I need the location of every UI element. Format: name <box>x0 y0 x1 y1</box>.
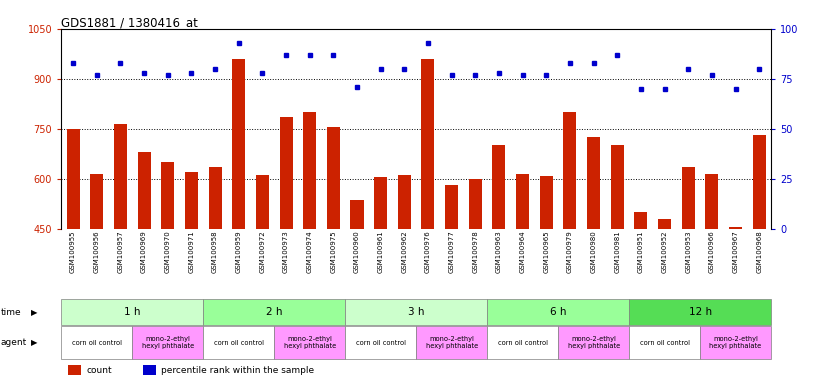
Bar <box>185 172 197 229</box>
Bar <box>588 137 600 229</box>
Bar <box>351 200 363 229</box>
Bar <box>700 326 771 359</box>
Bar <box>446 185 458 229</box>
Text: GSM100980: GSM100980 <box>591 230 596 273</box>
Text: GSM100955: GSM100955 <box>70 230 76 273</box>
Text: GSM100976: GSM100976 <box>425 230 431 273</box>
Text: mono-2-ethyl
hexyl phthalate: mono-2-ethyl hexyl phthalate <box>141 336 194 349</box>
Bar <box>143 365 156 375</box>
Bar <box>487 300 629 325</box>
Text: GSM100979: GSM100979 <box>567 230 573 273</box>
Text: agent: agent <box>1 338 27 347</box>
Text: corn oil control: corn oil control <box>72 340 122 346</box>
Bar <box>682 167 694 229</box>
Bar <box>327 127 339 229</box>
Bar <box>659 219 671 229</box>
Bar <box>69 365 81 375</box>
Bar <box>61 326 132 359</box>
Bar <box>203 326 274 359</box>
Text: GSM100957: GSM100957 <box>118 230 123 273</box>
Text: GSM100978: GSM100978 <box>472 230 478 273</box>
Bar <box>398 175 410 229</box>
Bar <box>209 167 221 229</box>
Text: GSM100971: GSM100971 <box>188 230 194 273</box>
Text: GSM100964: GSM100964 <box>520 230 526 273</box>
Bar <box>706 174 718 229</box>
Bar <box>233 59 245 229</box>
Text: count: count <box>86 366 112 375</box>
Bar <box>558 326 629 359</box>
Text: mono-2-ethyl
hexyl phthalate: mono-2-ethyl hexyl phthalate <box>425 336 478 349</box>
Text: mono-2-ethyl
hexyl phthalate: mono-2-ethyl hexyl phthalate <box>283 336 336 349</box>
Text: GSM100959: GSM100959 <box>236 230 242 273</box>
Bar <box>114 124 126 229</box>
Bar <box>629 300 771 325</box>
Text: GSM100958: GSM100958 <box>212 230 218 273</box>
Text: GSM100967: GSM100967 <box>733 230 738 273</box>
Text: GSM100973: GSM100973 <box>283 230 289 273</box>
Text: corn oil control: corn oil control <box>356 340 406 346</box>
Text: mono-2-ethyl
hexyl phthalate: mono-2-ethyl hexyl phthalate <box>567 336 620 349</box>
Bar <box>345 326 416 359</box>
Text: corn oil control: corn oil control <box>640 340 690 346</box>
Bar <box>274 326 345 359</box>
Text: percentile rank within the sample: percentile rank within the sample <box>161 366 313 375</box>
Bar <box>416 326 487 359</box>
Bar <box>469 179 481 229</box>
Bar <box>753 136 765 229</box>
Bar <box>422 59 434 229</box>
Bar <box>540 176 552 229</box>
Text: GSM100961: GSM100961 <box>378 230 384 273</box>
Text: GSM100975: GSM100975 <box>330 230 336 273</box>
Bar <box>629 326 700 359</box>
Bar <box>91 174 103 229</box>
Bar <box>256 175 268 229</box>
Bar <box>564 112 576 229</box>
Bar <box>132 326 203 359</box>
Bar <box>203 300 345 325</box>
Bar <box>730 227 742 229</box>
Text: ▶: ▶ <box>31 308 38 317</box>
Bar <box>345 300 487 325</box>
Bar <box>61 300 203 325</box>
Text: GSM100969: GSM100969 <box>141 230 147 273</box>
Text: GSM100970: GSM100970 <box>165 230 171 273</box>
Text: GSM100960: GSM100960 <box>354 230 360 273</box>
Text: 3 h: 3 h <box>408 307 424 317</box>
Bar <box>162 162 174 229</box>
Bar <box>517 174 529 229</box>
Bar <box>635 212 647 229</box>
Text: GSM100951: GSM100951 <box>638 230 644 273</box>
Text: GDS1881 / 1380416_at: GDS1881 / 1380416_at <box>61 16 198 29</box>
Text: GSM100981: GSM100981 <box>614 230 620 273</box>
Text: GSM100953: GSM100953 <box>685 230 691 273</box>
Text: 1 h: 1 h <box>124 307 140 317</box>
Text: GSM100977: GSM100977 <box>449 230 455 273</box>
Bar <box>304 112 316 229</box>
Bar <box>493 146 505 229</box>
Text: mono-2-ethyl
hexyl phthalate: mono-2-ethyl hexyl phthalate <box>709 336 762 349</box>
Text: GSM100972: GSM100972 <box>259 230 265 273</box>
Text: GSM100974: GSM100974 <box>307 230 313 273</box>
Text: GSM100962: GSM100962 <box>401 230 407 273</box>
Text: ▶: ▶ <box>31 338 38 347</box>
Text: corn oil control: corn oil control <box>214 340 264 346</box>
Text: GSM100965: GSM100965 <box>543 230 549 273</box>
Text: 12 h: 12 h <box>689 307 712 317</box>
Bar <box>611 146 623 229</box>
Text: GSM100968: GSM100968 <box>756 230 762 273</box>
Text: GSM100966: GSM100966 <box>709 230 715 273</box>
Bar <box>375 177 387 229</box>
Text: corn oil control: corn oil control <box>498 340 548 346</box>
Text: GSM100963: GSM100963 <box>496 230 502 273</box>
Text: GSM100956: GSM100956 <box>94 230 100 273</box>
Text: 6 h: 6 h <box>550 307 566 317</box>
Text: 2 h: 2 h <box>266 307 282 317</box>
Text: GSM100952: GSM100952 <box>662 230 667 273</box>
Bar <box>67 129 79 229</box>
Text: time: time <box>1 308 21 317</box>
Bar <box>487 326 558 359</box>
Bar <box>280 117 292 229</box>
Bar <box>138 152 150 229</box>
